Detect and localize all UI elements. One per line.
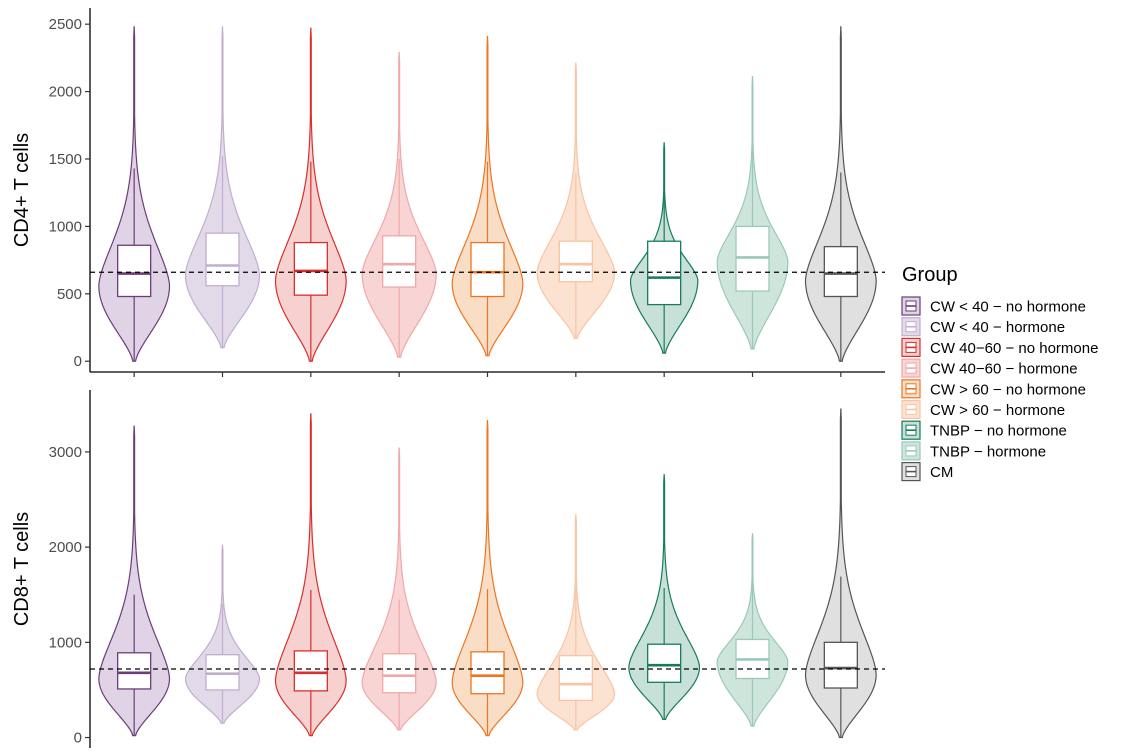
box: [205, 232, 240, 287]
legend-item: CW 40−60 − no hormone: [901, 337, 1098, 357]
y-tick-label: 1000: [49, 218, 82, 235]
box: [823, 641, 858, 689]
legend-item: CW 40−60 − hormone: [901, 358, 1078, 378]
legend-label: CW > 60 − hormone: [930, 402, 1065, 419]
y-axis-title: CD8+ T cells: [11, 512, 33, 626]
box: [558, 654, 593, 702]
y-tick-label: 500: [57, 286, 82, 303]
violin-shape: [274, 413, 347, 737]
panel-cd8: 0 1000 2000 3000 CD8+ T cells: [11, 390, 885, 748]
y-tick-label: 3000: [49, 444, 82, 461]
box: [558, 240, 593, 283]
box: [823, 245, 858, 298]
y-axis-title: CD4+ T cells: [11, 133, 33, 247]
box: [382, 235, 417, 288]
legend-item: CW > 60 − no hormone: [901, 379, 1086, 399]
legend-label: CW > 60 − no hormone: [930, 381, 1086, 398]
legend-label: CW 40−60 − no hormone: [930, 340, 1098, 357]
legend-label: TNBP − no hormone: [930, 423, 1067, 440]
box: [293, 241, 328, 296]
y-tick-label: 2000: [49, 84, 82, 101]
legend-item: TNBP − no hormone: [901, 420, 1067, 440]
legend-item: CM: [901, 462, 953, 482]
legend-label: CW 40−60 − hormone: [930, 361, 1078, 378]
y-tick-label: 0: [74, 353, 82, 370]
y-tick-label: 1000: [49, 634, 82, 651]
box: [117, 652, 152, 690]
box: [205, 654, 240, 691]
box: [293, 650, 328, 692]
legend-label: TNBP − hormone: [930, 443, 1046, 460]
box: [117, 244, 152, 298]
legend-item: TNBP − hormone: [901, 441, 1046, 461]
violin-shape: [98, 425, 171, 737]
box: [382, 653, 417, 694]
y-tick-label: 2500: [49, 16, 82, 33]
y-tick-label: 0: [74, 730, 82, 747]
y-tick-label: 1500: [49, 151, 82, 168]
box: [647, 240, 682, 306]
legend-label: CW < 40 − hormone: [930, 319, 1065, 336]
violin-shape: [361, 447, 437, 731]
legend-label: CM: [930, 464, 953, 481]
violin-shape: [804, 408, 877, 739]
box: [735, 225, 770, 292]
legend-title: Group: [902, 264, 958, 286]
legend-item: CW > 60 − hormone: [901, 399, 1065, 420]
legend: Group CW < 40 − no hormone CW < 40 − horm…: [901, 264, 1098, 482]
y-tick-label: 2000: [49, 539, 82, 556]
legend-label: CW < 40 − no hormone: [930, 299, 1086, 316]
box: [647, 643, 682, 683]
legend-item: CW < 40 − no hormone: [901, 296, 1086, 316]
panel-cd4: 0 500 1000 1500 2000 2500 CD4+ T cells: [11, 8, 885, 377]
box: [470, 651, 505, 695]
box: [470, 241, 505, 298]
violin-shape: [451, 419, 524, 737]
legend-item: CW < 40 − hormone: [901, 317, 1065, 337]
